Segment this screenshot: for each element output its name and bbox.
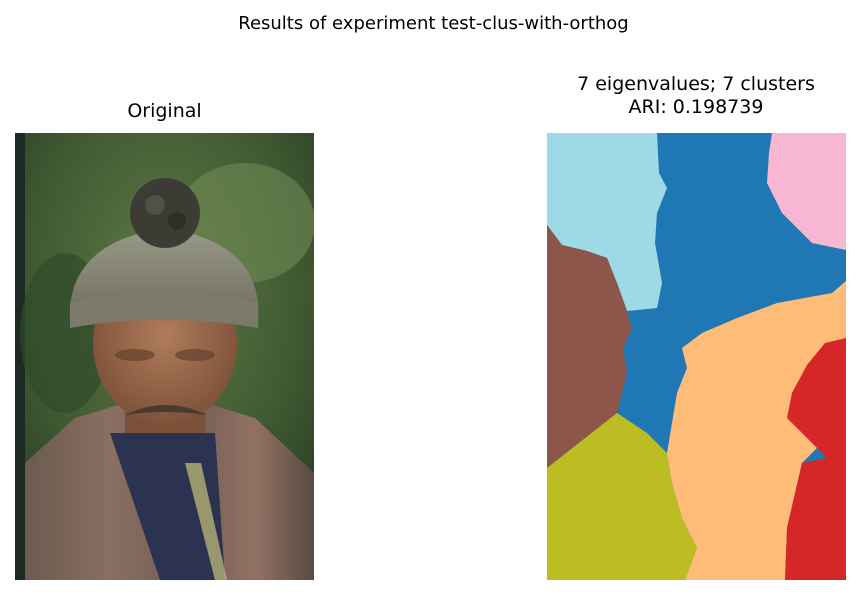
segmentation-title-line-2: ARI: 0.198739 — [628, 96, 764, 118]
cluster-region-red — [785, 338, 846, 580]
original-photo — [15, 133, 314, 580]
segmentation-title-line-1: 7 eigenvalues; 7 clusters — [577, 73, 815, 95]
segmentation-panel-title: 7 eigenvalues; 7 clusters ARI: 0.198739 — [516, 73, 867, 119]
cluster-region-pink — [767, 133, 846, 250]
cluster-region-brown — [547, 225, 632, 468]
cluster-region-light-blue — [547, 133, 667, 311]
original-panel-title: Original — [127, 100, 202, 122]
figure-title: Results of experiment test-clus-with-ort… — [238, 13, 629, 34]
cluster-region-green — [547, 413, 697, 580]
segmentation-map — [547, 133, 846, 580]
cluster-region-orange — [667, 281, 846, 580]
